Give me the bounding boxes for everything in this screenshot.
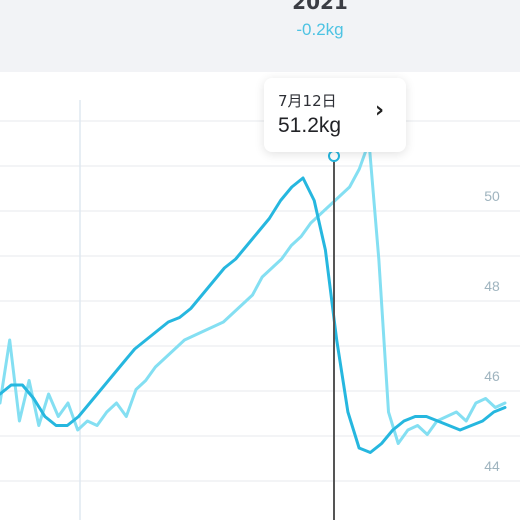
y-tick-label: 48 [484,278,500,294]
y-axis-ticks: 44 46 48 50 [484,188,500,474]
weight-chart[interactable]: 44 46 48 50 [0,72,520,520]
tooltip-date: 7月12日 [278,92,337,110]
y-tick-label: 50 [484,188,500,204]
y-tick-label: 46 [484,368,500,384]
y-tick-label: 44 [484,458,500,474]
year-label: 2021 [292,0,348,14]
raw-weight-line [0,140,507,445]
trend-line [0,176,507,454]
tooltip-value: 51.2kg [278,114,342,137]
selected-point [328,150,340,162]
summary-header: 2021 -0.2kg [0,0,520,72]
chevron-right-icon[interactable]: › [375,98,385,123]
weight-delta: -0.2kg [296,20,344,39]
selected-value-tooltip[interactable]: 7月12日 51.2kg › [264,78,406,152]
grid-lines [0,100,520,520]
